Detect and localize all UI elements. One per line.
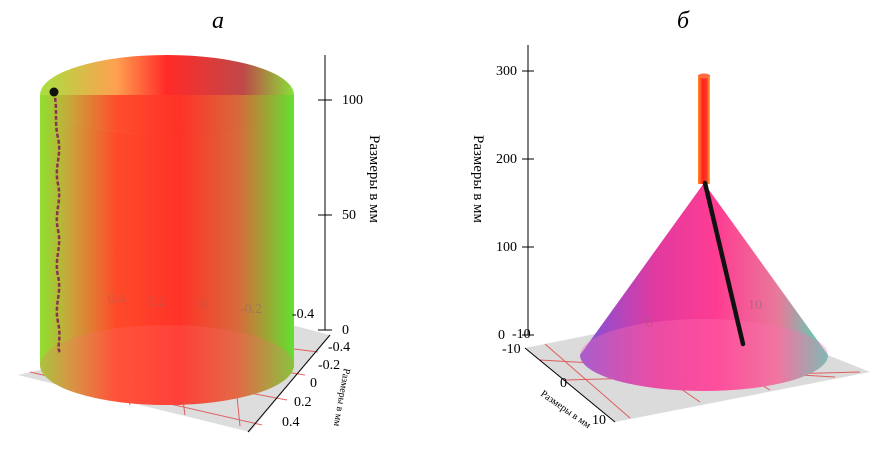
x-tick: -0.2: [240, 302, 262, 317]
cone-surface: [580, 183, 828, 391]
stem-top: [698, 73, 710, 79]
panel-b-label: б: [677, 8, 690, 34]
panel-a-label: а: [212, 8, 224, 34]
z-tick: 300: [496, 64, 517, 79]
helix-line: [49, 87, 62, 353]
y-tick: 0: [310, 376, 317, 391]
y-tick: -0.2: [318, 358, 340, 373]
y-axis-label: Размеры в мм: [331, 367, 352, 427]
cylinder-base: [40, 325, 294, 405]
z-tick: 100: [496, 240, 517, 255]
x-tick: 0.4: [108, 292, 126, 307]
y-tick: 0.4: [282, 415, 300, 430]
cone-line: [702, 180, 746, 347]
y-tick: 10: [592, 413, 606, 428]
panel-a-x-ticks: 0.4 0.2 0 -0.2: [108, 292, 262, 317]
cylinder-front-rim: [40, 95, 294, 135]
x-tick: 0.2: [148, 295, 166, 310]
x-tick: 10: [748, 298, 762, 313]
cone-base: [580, 319, 828, 391]
z-tick: 200: [496, 152, 517, 167]
y-tick: 0: [560, 376, 567, 391]
z-tick: 50: [342, 208, 356, 223]
z-tick: 100: [342, 93, 363, 108]
panel-a-z-axis: 0 50 100 Размеры в мм: [318, 55, 382, 338]
x-tick: -0.4: [292, 307, 314, 322]
panel-b: б 0 10 0 100 200: [470, 8, 870, 431]
stem: [698, 76, 710, 184]
panel-b-z-axis: 0 100 200 300 Размеры в мм: [470, 45, 534, 343]
x-tick: 0: [646, 316, 653, 331]
y-tick: 0.2: [294, 395, 312, 410]
z-axis-label: Размеры в мм: [470, 135, 486, 224]
z-tick: 0: [498, 328, 505, 343]
x-tick: 0: [200, 298, 207, 313]
cylinder-surface: [40, 95, 294, 405]
y-tick: -10: [502, 342, 521, 357]
x-tick: -10: [512, 327, 531, 342]
y-tick: -0.4: [328, 340, 350, 355]
panel-a: а 0.4 0.2 0 -0.2: [18, 8, 382, 433]
z-tick: 0: [342, 323, 349, 338]
z-axis-label: Размеры в мм: [366, 135, 382, 224]
panel-a-y-axis: -0.4 -0.2 0 0.2 0.4 Размеры в мм: [247, 334, 352, 433]
